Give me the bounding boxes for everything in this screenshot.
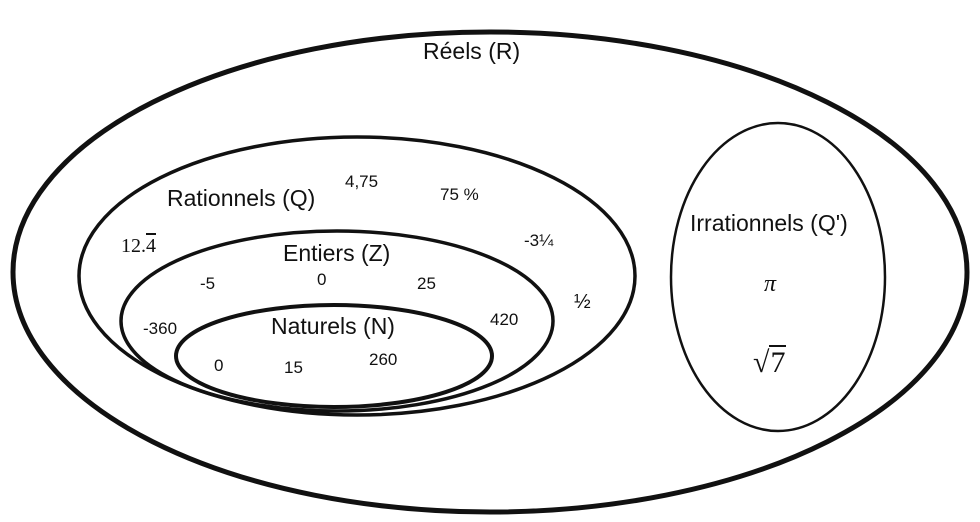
radicand: 7	[769, 345, 787, 379]
element-minus-5: -5	[200, 274, 216, 293]
rationnels-set-outline	[77, 135, 637, 417]
element-12-repeating-4: 12.4	[121, 236, 156, 256]
entiers-set-outline	[119, 229, 555, 413]
naturels-label: Naturels (N)	[271, 313, 395, 339]
repeating-integer-part: 12.	[121, 235, 146, 257]
entiers-label: Entiers (Z)	[283, 240, 391, 266]
element-one-half: ½	[574, 291, 591, 313]
reels-label: Réels (R)	[423, 38, 521, 64]
reels-set-outline	[10, 29, 970, 515]
element-minus-360: -360	[143, 319, 178, 338]
rationnels-label: Rationnels (Q)	[167, 185, 316, 211]
element-420: 420	[490, 310, 519, 329]
element-15: 15	[284, 358, 303, 377]
repeating-digit: 4	[146, 235, 156, 257]
element-260: 260	[369, 350, 398, 369]
element-sqrt-7: √7	[753, 345, 787, 380]
naturels-set-outline	[174, 303, 494, 409]
element-zero-entiers: 0	[317, 270, 327, 289]
element-zero-naturels: 0	[214, 356, 224, 375]
irrationnels-set-outline	[669, 121, 887, 433]
radical-sign: √	[753, 346, 770, 379]
element-pi: π	[764, 271, 777, 297]
element-4-75: 4,75	[345, 172, 379, 191]
irrationnels-label: Irrationnels (Q')	[690, 210, 848, 236]
element-75-percent: 75 %	[440, 185, 479, 204]
element-minus-3-quarter: -3¼	[524, 231, 554, 250]
element-25: 25	[417, 274, 436, 293]
